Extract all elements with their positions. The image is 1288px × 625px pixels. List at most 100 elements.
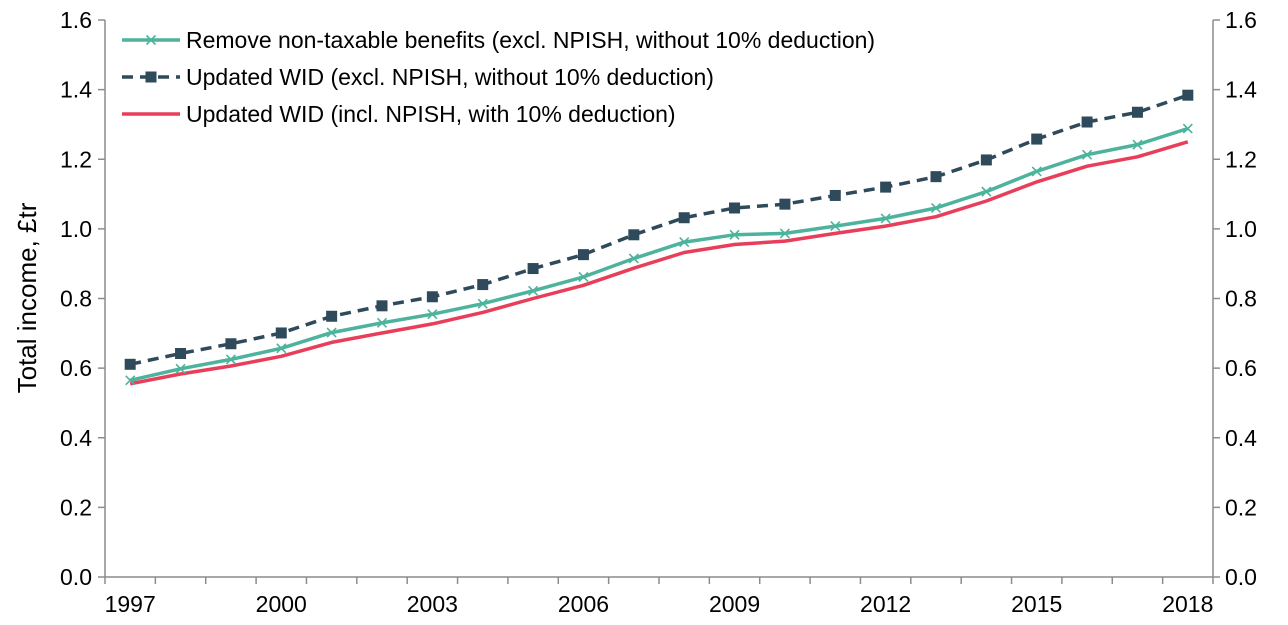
data-point-x-stroke (930, 202, 942, 214)
data-point-x (175, 363, 186, 374)
series-line-2 (129, 93, 1189, 367)
x-tick-label: 2015 (1011, 591, 1062, 617)
data-point-square (1081, 116, 1093, 128)
data-point-square (577, 249, 589, 261)
data-point-x-stroke (175, 363, 186, 374)
y-tick-label-left: 0.8 (60, 286, 92, 312)
y-tick-label-right: 1.4 (1225, 77, 1257, 103)
data-point-x-stroke (427, 309, 438, 320)
x-tick-label: 2012 (860, 591, 911, 617)
data-point-x-stroke (830, 221, 841, 232)
data-point-square (326, 310, 338, 322)
y-tick-label-left: 0.6 (60, 355, 92, 381)
data-point-x (729, 229, 740, 240)
data-point-square (880, 181, 892, 193)
x-tick-label: 1997 (105, 591, 156, 617)
data-point-square (275, 327, 287, 339)
data-point-x-stroke (1132, 139, 1143, 150)
x-tick-label: 2003 (407, 591, 458, 617)
x-tick-label: 2000 (256, 591, 307, 617)
legend-swatch-marker (145, 71, 157, 83)
data-point-square (225, 338, 237, 350)
data-point-x-stroke (679, 237, 690, 248)
data-point-x-stroke (578, 271, 589, 282)
data-point-x (981, 186, 992, 197)
y-tick-label-right: 0.8 (1225, 286, 1257, 312)
legend-label: Remove non-taxable benefits (excl. NPISH… (186, 27, 875, 53)
data-point-square (124, 358, 136, 370)
data-point-x (779, 228, 790, 239)
data-point-square (1182, 89, 1194, 101)
y-axis-title: Total income, £tr (12, 202, 42, 393)
data-point-square (678, 212, 690, 224)
data-point-x (125, 375, 136, 386)
x-tick-label: 2018 (1162, 591, 1213, 617)
y-tick-label-right: 1.2 (1225, 146, 1257, 172)
data-point-x-stroke (981, 186, 992, 197)
legend-label: Updated WID (excl. NPISH, without 10% de… (186, 64, 714, 90)
data-point-x (276, 343, 287, 354)
y-tick-label-left: 1.6 (60, 7, 92, 33)
data-point-square (729, 202, 741, 214)
data-point-x (427, 309, 438, 320)
y-tick-label-right: 0.6 (1225, 355, 1257, 381)
data-point-square (175, 348, 187, 360)
data-point-x (477, 298, 488, 309)
data-point-x (830, 221, 841, 232)
data-point-x (528, 285, 539, 296)
series-line-1 (129, 126, 1189, 383)
axes: 0.0 0.0 0.2 0.2 0.4 0.4 0.6 0.6 0.8 0.8 1.0 1.0 1.2 1… (60, 7, 1257, 617)
data-point-x (225, 354, 236, 365)
data-point-x-stroke (276, 343, 287, 354)
y-tick-label-right: 0.0 (1225, 564, 1257, 590)
legend-swatch-marker (145, 34, 157, 46)
x-tick-label: 2009 (709, 591, 760, 617)
data-point-x-stroke (477, 298, 488, 309)
y-tick-label-right: 0.2 (1225, 494, 1257, 520)
data-point-square (426, 291, 438, 303)
data-point-x-stroke (225, 354, 236, 365)
legend-label: Updated WID (incl. NPISH, with 10% deduc… (186, 101, 676, 127)
y-tick-label-left: 0.4 (60, 425, 92, 451)
y-tick-label-left: 0.0 (60, 564, 92, 590)
data-point-x-stroke (779, 228, 790, 239)
data-point-x (1031, 166, 1042, 177)
data-point-x-stroke (880, 213, 891, 224)
data-point-x-stroke (125, 375, 136, 386)
data-point-x-stroke (628, 253, 639, 264)
y-tick-label-right: 0.4 (1225, 425, 1257, 451)
data-point-x-stroke (1182, 123, 1193, 134)
y-tick-label-left: 1.2 (60, 146, 92, 172)
data-point-x (1082, 149, 1093, 160)
data-point-square (1031, 133, 1043, 145)
data-point-square (527, 263, 539, 275)
data-point-square (376, 300, 388, 312)
legend: Remove non-taxable benefits (excl. NPISH… (122, 27, 875, 127)
data-point-x (880, 213, 891, 224)
data-point-square (1131, 106, 1143, 118)
data-point-x (628, 253, 639, 264)
data-point-x-stroke (326, 327, 337, 338)
data-point-x (679, 237, 690, 248)
data-point-x (578, 271, 589, 282)
data-point-square (779, 198, 791, 210)
data-point-x-stroke (528, 285, 539, 296)
data-point-x-stroke (1082, 149, 1093, 160)
y-tick-label-right: 1.6 (1225, 7, 1257, 33)
data-point-x-stroke (376, 317, 388, 328)
data-point-x (376, 317, 388, 328)
data-point-square (980, 154, 992, 166)
y-tick-label-right: 1.0 (1225, 216, 1257, 242)
data-point-square (477, 279, 489, 291)
data-point-x-stroke (729, 229, 740, 240)
series-line-3 (129, 140, 1189, 386)
data-point-square (930, 171, 942, 183)
data-point-x (326, 327, 337, 338)
y-tick-label-left: 0.2 (60, 494, 92, 520)
x-tick-label: 2006 (558, 591, 609, 617)
data-point-x (1182, 123, 1193, 134)
data-point-x (930, 202, 942, 214)
data-point-x (1132, 139, 1143, 150)
y-tick-label-left: 1.0 (60, 216, 92, 242)
